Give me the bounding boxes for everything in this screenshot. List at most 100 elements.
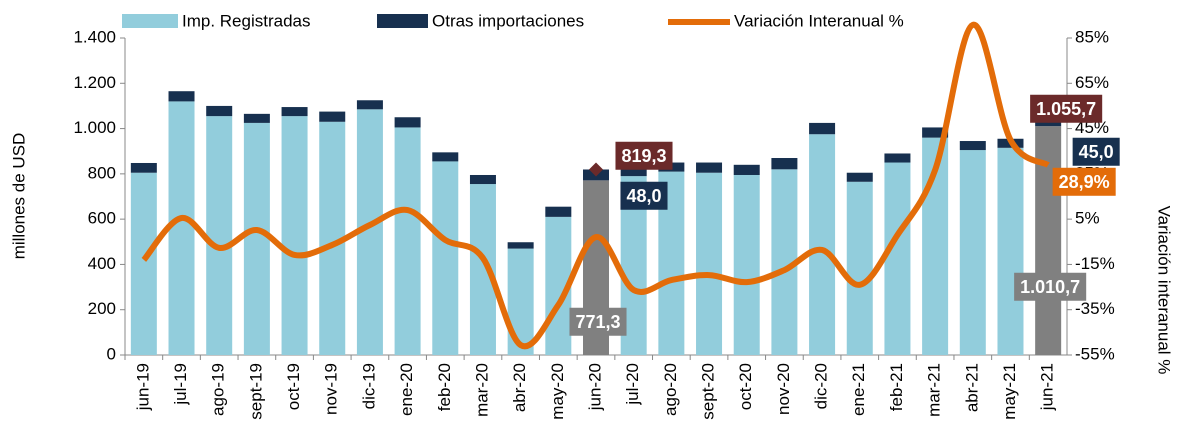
x-tick-label: jun-20 — [585, 363, 604, 411]
bar — [620, 166, 647, 177]
x-tick-label: ene-21 — [849, 363, 868, 416]
bar — [733, 164, 760, 175]
y-tick-label: 1.000 — [73, 118, 116, 137]
bar — [545, 206, 572, 217]
bar — [281, 107, 308, 117]
data-label: 1.010,7 — [1020, 277, 1080, 297]
value-label: 771,3 — [569, 307, 627, 336]
bar — [507, 248, 534, 355]
bar — [130, 162, 157, 173]
value-label: 28,9% — [1052, 167, 1116, 196]
y-axis-title: millones de USD — [9, 133, 28, 260]
x-tick-label: jun-21 — [1038, 363, 1057, 411]
bar — [809, 134, 836, 355]
total-label: 819,3 — [615, 141, 673, 170]
y2-tick-label: 5% — [1075, 209, 1100, 228]
x-tick-label: ago-20 — [661, 363, 680, 416]
y2-tick-label: 85% — [1075, 27, 1109, 46]
value-label: 1.010,7 — [1014, 272, 1087, 301]
bar — [959, 141, 986, 151]
bar — [922, 127, 949, 138]
x-tick-label: mar-20 — [472, 363, 491, 417]
y2-tick-label: 65% — [1075, 73, 1109, 92]
x-tick-label: feb-20 — [435, 363, 454, 411]
x-tick-label: may-21 — [1000, 363, 1019, 420]
x-tick-label: abr-21 — [962, 363, 981, 412]
bar — [809, 122, 836, 135]
label-box — [1052, 167, 1116, 196]
bar — [733, 174, 760, 355]
bar — [884, 153, 911, 163]
x-tick-label: feb-21 — [887, 363, 906, 411]
y2-tick-label: -15% — [1075, 254, 1115, 273]
x-tick-label: may-20 — [548, 363, 567, 420]
label-box — [620, 181, 668, 210]
value-label: 45,0 — [1072, 137, 1120, 166]
y2-tick-label: -55% — [1075, 344, 1115, 363]
bar — [206, 116, 233, 355]
bar — [168, 101, 195, 356]
legend-label: Otras importaciones — [432, 11, 584, 30]
bar — [243, 113, 270, 123]
x-tick-label: abr-20 — [510, 363, 529, 412]
x-tick-label: jul-20 — [623, 363, 642, 406]
y-tick-label: 600 — [88, 209, 116, 228]
bar — [394, 127, 421, 355]
y-tick-label: 0 — [107, 344, 116, 363]
legend-label: Variación Interanual % — [734, 11, 904, 30]
y-tick-label: 800 — [88, 163, 116, 182]
label-box — [1072, 137, 1120, 166]
x-tick-label: dic-20 — [812, 363, 831, 409]
bar — [356, 100, 383, 110]
y-tick-label: 1.400 — [73, 27, 116, 46]
x-tick-label: oct-19 — [284, 363, 303, 410]
bar — [846, 181, 873, 355]
data-label: 45,0 — [1079, 142, 1114, 162]
bar — [696, 162, 723, 173]
total-label: 1.055,7 — [1030, 94, 1103, 123]
x-tick-label: jul-19 — [171, 363, 190, 406]
legend-label: Imp. Registradas — [182, 11, 311, 30]
bar — [959, 150, 986, 355]
x-tick-label: nov-20 — [774, 363, 793, 415]
line — [141, 21, 1050, 350]
y-tick-label: 1.200 — [73, 73, 116, 92]
data-label: 771,3 — [575, 312, 620, 332]
label-box — [615, 141, 673, 170]
y-tick-label: 400 — [88, 254, 116, 273]
legend-swatch — [377, 14, 428, 28]
bar — [507, 242, 534, 249]
x-tick-label: sept-20 — [699, 363, 718, 420]
data-label: 28,9% — [1059, 172, 1110, 192]
bar — [771, 158, 798, 170]
bar — [168, 91, 195, 102]
bar — [206, 105, 233, 117]
x-tick-label: ene-20 — [397, 363, 416, 416]
bar — [130, 172, 157, 355]
x-tick-label: nov-19 — [322, 363, 341, 415]
bar — [394, 117, 421, 128]
data-label: 48,0 — [626, 186, 661, 206]
bar — [281, 116, 308, 355]
bar — [846, 172, 873, 182]
bar — [997, 147, 1024, 355]
bar — [432, 152, 459, 162]
x-tick-label: dic-19 — [359, 363, 378, 409]
x-tick-label: oct-20 — [736, 363, 755, 410]
bar — [432, 161, 459, 355]
bar — [319, 111, 346, 122]
label-box — [569, 307, 627, 336]
x-tick-label: mar-21 — [925, 363, 944, 417]
total-marker — [589, 162, 603, 177]
data-label: 819,3 — [621, 146, 666, 166]
data-label: 1.055,7 — [1036, 99, 1096, 119]
bar — [696, 172, 723, 355]
label-box — [1014, 272, 1087, 301]
bar — [243, 122, 270, 356]
x-tick-label: jun-19 — [133, 363, 152, 411]
x-tick-label: ago-19 — [209, 363, 228, 416]
value-label: 48,0 — [620, 181, 668, 210]
y2-tick-label: 45% — [1075, 118, 1109, 137]
y2-tick-label: -35% — [1075, 299, 1115, 318]
bar — [884, 162, 911, 355]
